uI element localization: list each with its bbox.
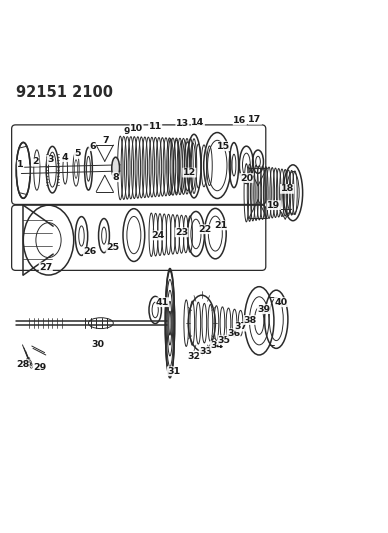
Text: 17: 17 (248, 115, 262, 124)
Text: 41: 41 (156, 298, 169, 306)
Text: 35: 35 (218, 336, 231, 345)
Text: 9: 9 (124, 127, 131, 136)
Text: 34: 34 (210, 341, 223, 350)
Text: 23: 23 (175, 228, 188, 237)
Text: 37: 37 (235, 322, 248, 331)
Text: 21: 21 (215, 221, 228, 230)
Text: 4: 4 (62, 152, 69, 161)
Text: 24: 24 (152, 231, 165, 240)
Text: 27: 27 (39, 263, 52, 272)
Ellipse shape (112, 157, 120, 179)
Text: 10: 10 (130, 124, 143, 133)
Text: 3: 3 (47, 155, 54, 164)
Text: 22: 22 (198, 225, 211, 234)
Text: 28: 28 (16, 360, 29, 369)
Text: 8: 8 (112, 173, 119, 182)
Text: 31: 31 (167, 367, 180, 376)
Text: 32: 32 (187, 352, 201, 361)
Text: 29: 29 (33, 363, 46, 372)
Text: 40: 40 (274, 298, 288, 306)
Text: 5: 5 (74, 149, 81, 158)
Text: 26: 26 (83, 247, 97, 256)
Text: 20: 20 (240, 174, 253, 182)
Text: 1: 1 (17, 160, 24, 169)
Text: 11: 11 (149, 122, 162, 131)
Text: 25: 25 (106, 244, 119, 253)
Text: 6: 6 (89, 142, 96, 151)
Text: 2: 2 (32, 157, 39, 166)
Text: 18: 18 (281, 184, 294, 193)
Text: 36: 36 (227, 329, 240, 338)
Text: 30: 30 (91, 341, 104, 349)
Text: 92151 2100: 92151 2100 (16, 85, 113, 100)
Text: 33: 33 (199, 346, 212, 356)
Text: 12: 12 (183, 168, 196, 177)
Text: 14: 14 (191, 118, 204, 127)
Text: 38: 38 (244, 316, 257, 325)
Text: 39: 39 (257, 305, 270, 314)
Text: 13: 13 (176, 119, 189, 128)
Text: 16: 16 (233, 116, 246, 125)
Text: 15: 15 (217, 142, 230, 151)
Text: 19: 19 (267, 201, 281, 209)
Text: 7: 7 (102, 135, 109, 144)
